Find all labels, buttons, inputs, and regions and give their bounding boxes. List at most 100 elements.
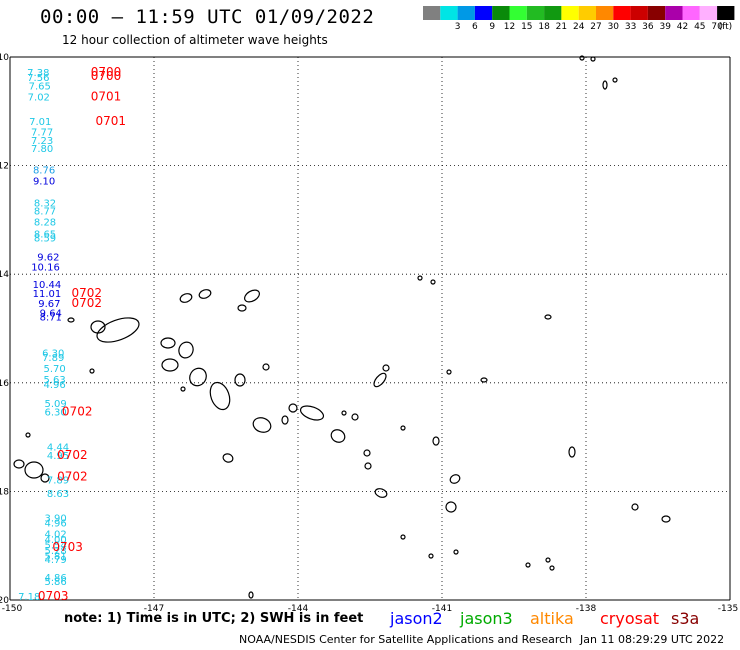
island-outline: [430, 279, 436, 285]
swh-value-label: 10.44: [33, 280, 62, 291]
island-outline: [330, 429, 346, 443]
island-outline: [179, 293, 193, 303]
lat-tick-label: -18: [0, 487, 9, 497]
island-outline: [160, 337, 176, 349]
time-label: 0702: [72, 296, 103, 310]
swh-value-label: 8.63: [47, 489, 69, 500]
legend-swatch: [682, 6, 700, 20]
island-outline: [631, 503, 639, 511]
swh-value-label: 9.64: [40, 309, 62, 320]
footer-credit: NOAA/NESDIS Center for Satellite Applica…: [239, 633, 573, 646]
legend-label: 27: [590, 22, 601, 32]
swh-value-label: 4.44: [47, 443, 69, 454]
island-outline: [549, 565, 555, 571]
island-outline: [446, 369, 452, 375]
swh-value-label: 9.10: [33, 177, 55, 188]
swh-value-label: 11.01: [33, 289, 62, 300]
island-outline: [417, 275, 423, 281]
swh-value-label: 8.77: [34, 206, 56, 217]
lat-tick-label: -14: [0, 270, 9, 280]
lon-tick-label: -147: [144, 604, 164, 614]
island-outline: [244, 289, 260, 303]
legend-swatch: [440, 6, 458, 20]
swh-value-label: 8.28: [34, 217, 56, 228]
map-frame: [9, 56, 731, 601]
legend-label: 42: [677, 22, 688, 32]
time-label: 0700: [91, 69, 122, 83]
swh-value-label: 5.54: [44, 540, 66, 551]
island-outline: [90, 320, 106, 334]
legend-swatch: [699, 6, 718, 20]
island-outline: [299, 405, 325, 421]
legend-label: 6: [472, 22, 478, 32]
time-label: 0703: [52, 540, 83, 554]
island-outline: [89, 368, 95, 374]
legend-swatch: [457, 6, 475, 20]
island-outline: [13, 459, 25, 469]
legend-swatch: [613, 6, 631, 20]
legend-swatch: [492, 6, 510, 20]
time-label: 0702: [62, 404, 93, 418]
lon-tick-label: -135: [718, 604, 738, 614]
swh-value-label: 8.32: [34, 198, 56, 209]
swh-value-label: 5.70: [44, 364, 66, 375]
swh-value-label: 10.16: [31, 262, 60, 273]
legend-swatch: [561, 6, 579, 20]
satellite-jason3: jason3: [460, 609, 513, 628]
island-outline: [364, 462, 372, 470]
swh-value-label: 7.01: [29, 117, 51, 128]
legend-label: 12: [504, 22, 515, 32]
satellite-altika: altika: [530, 609, 574, 628]
island-outline: [161, 358, 179, 372]
island-outline: [178, 341, 194, 359]
time-label: 0700: [91, 65, 122, 79]
satellite-cryosat: cryosat: [600, 609, 660, 628]
island-outline: [40, 473, 50, 483]
legend-label: 30: [608, 22, 620, 32]
island-outline: [288, 403, 298, 413]
legend-label: 24: [573, 22, 585, 32]
swh-value-label: 7.18: [18, 592, 40, 603]
swh-value-label: 8.65: [34, 229, 56, 240]
swh-value-label: 3.90: [44, 513, 66, 524]
swh-value-label: 5.28: [44, 546, 66, 557]
time-label: 0702: [57, 470, 88, 484]
legend-swatch: [544, 6, 562, 20]
legend-swatch: [474, 6, 493, 20]
island-outline: [189, 367, 207, 387]
island-outline: [363, 449, 371, 457]
satellite-jason2: jason2: [390, 609, 443, 628]
swh-value-label: 4.02: [44, 530, 66, 541]
swh-value-label: 4.86: [44, 573, 66, 584]
time-label: 0701: [96, 114, 127, 128]
swh-value-label: 7.89: [42, 353, 64, 364]
legend-label: 33: [625, 22, 636, 32]
swh-value-label: 6.30: [44, 407, 66, 418]
legend-label: 3: [455, 22, 461, 32]
lon-tick-label: -138: [576, 604, 597, 614]
footer-note: note: 1) Time is in UTC; 2) SWH is in fe…: [64, 611, 364, 626]
island-outline: [237, 304, 247, 312]
legend-swatch: [578, 6, 596, 20]
time-label: 0701: [91, 89, 122, 103]
island-outlines: [13, 55, 671, 599]
island-outline: [252, 417, 272, 433]
island-outline: [432, 436, 440, 446]
island-outline: [661, 515, 671, 523]
time-label: 0703: [38, 589, 69, 603]
island-outline: [374, 488, 388, 498]
swh-value-label: 8.71: [40, 312, 62, 323]
track-labels: 7.387.567.657.02 7.017.777.237.80 8.769.10…: [18, 65, 126, 603]
island-outline: [209, 381, 231, 411]
swh-value-label: 5.81: [44, 551, 66, 562]
island-outline: [544, 314, 552, 320]
island-outline: [612, 77, 618, 83]
island-outline: [281, 415, 289, 425]
lon-tick-label: -144: [288, 604, 309, 614]
legend-label: 45: [694, 22, 705, 32]
swh-value-label: 6.30: [42, 349, 64, 360]
swh-value-label: 7.65: [29, 82, 51, 93]
swh-value-label: 9.62: [37, 253, 59, 264]
time-label: 0702: [57, 448, 88, 462]
